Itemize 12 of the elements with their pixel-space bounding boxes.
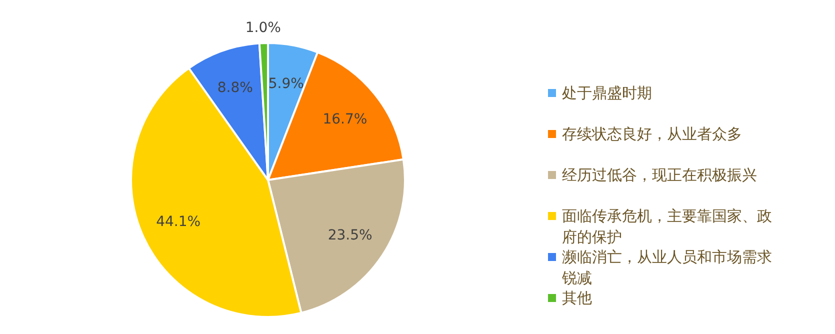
legend-label: 处于鼎盛时期 [562, 84, 652, 102]
legend-label: 面临传承危机，主要靠国家、政府的保护 [562, 207, 772, 246]
legend-label: 濒临消亡，从业人员和市场需求锐减 [561, 248, 772, 287]
legend-label: 存续状态良好，从业者众多 [562, 125, 742, 143]
data-label: 8.8% [217, 80, 253, 96]
data-label: 23.5% [328, 228, 372, 244]
legend-label: 经历过低谷，现正在积极振兴 [562, 166, 757, 184]
data-label: 16.7% [322, 111, 368, 128]
data-label: 5.9% [268, 76, 304, 92]
data-label: 1.0% [245, 20, 281, 36]
legend-label: 其他 [562, 289, 592, 307]
data-label: 44.1% [156, 214, 201, 230]
